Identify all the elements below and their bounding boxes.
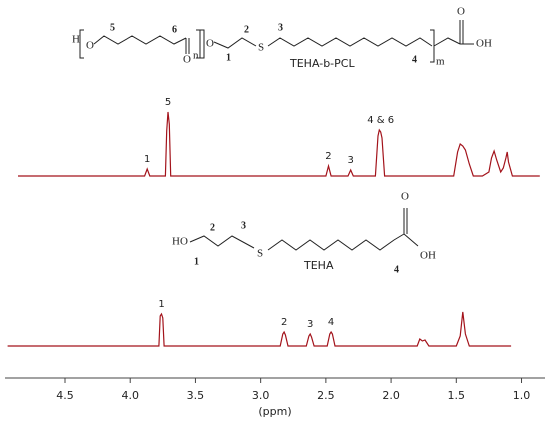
subscript: m (436, 56, 445, 68)
peak-label: 2 (325, 151, 331, 162)
locant: 2 (210, 222, 215, 233)
x-tick-label: 2.5 (317, 389, 335, 402)
locant: 6 (172, 24, 177, 35)
atom: S (257, 248, 263, 260)
atom: OH (420, 250, 436, 262)
atom: O (86, 40, 94, 52)
locant: 3 (278, 22, 283, 33)
structure-teha: HO S O OH 2 1 3 4 TEHA (172, 191, 436, 276)
spectrum (7, 311, 512, 347)
x-tick-label: 2.0 (382, 389, 400, 402)
locant: 3 (241, 220, 246, 231)
peak-label: 3 (347, 155, 353, 166)
x-tick-label: 4.5 (56, 389, 74, 402)
locant: 2 (244, 24, 249, 35)
atom: O (206, 38, 214, 50)
peak-label: 4 (328, 317, 334, 328)
x-tick-label: 4.0 (121, 389, 139, 402)
locant: 4 (412, 54, 417, 65)
atom: O (183, 54, 191, 66)
x-axis-label: (ppm) (258, 405, 291, 418)
atom: H (72, 34, 80, 46)
atom: S (258, 42, 264, 54)
atom: OH (476, 38, 492, 50)
peak-label: 2 (281, 317, 287, 328)
peak-label: 5 (165, 97, 171, 108)
peak-label: 1 (158, 299, 164, 310)
peak-label: 4 & 6 (367, 115, 394, 126)
x-tick-label: 1.0 (513, 389, 531, 402)
atom: O (457, 6, 465, 18)
atom: O (401, 191, 409, 203)
compound-name: TEHA (303, 259, 334, 272)
atom: HO (172, 236, 188, 248)
locant: 1 (226, 52, 231, 63)
locant: 5 (110, 22, 115, 33)
locant: 4 (394, 264, 399, 275)
x-tick-label: 3.5 (187, 389, 205, 402)
peak-label: 1 (144, 154, 150, 165)
structure-teha-b-pcl: H O O O S O OH n m 5 6 1 2 3 4 TEHA-b-PC… (72, 6, 492, 70)
locant: 1 (194, 256, 199, 267)
subscript: n (193, 50, 199, 62)
x-tick-label: 1.5 (448, 389, 466, 402)
compound-name: TEHA-b-PCL (289, 57, 355, 70)
x-tick-label: 3.0 (252, 389, 270, 402)
peak-label: 3 (307, 319, 313, 330)
spectrum (18, 111, 540, 177)
